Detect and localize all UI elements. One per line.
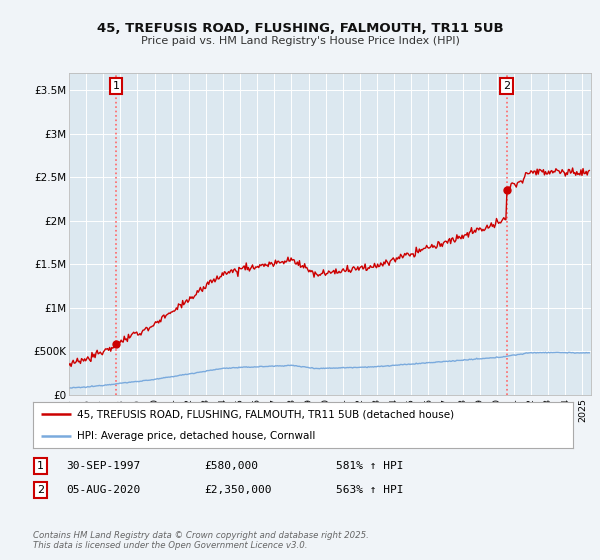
Text: HPI: Average price, detached house, Cornwall: HPI: Average price, detached house, Corn…	[77, 431, 316, 441]
Text: 45, TREFUSIS ROAD, FLUSHING, FALMOUTH, TR11 5UB (detached house): 45, TREFUSIS ROAD, FLUSHING, FALMOUTH, T…	[77, 409, 454, 419]
Text: 2: 2	[37, 485, 44, 495]
Text: 05-AUG-2020: 05-AUG-2020	[66, 485, 140, 495]
Text: Price paid vs. HM Land Registry's House Price Index (HPI): Price paid vs. HM Land Registry's House …	[140, 36, 460, 46]
Text: 30-SEP-1997: 30-SEP-1997	[66, 461, 140, 471]
Text: £580,000: £580,000	[204, 461, 258, 471]
Text: 2: 2	[503, 81, 511, 91]
Text: 1: 1	[37, 461, 44, 471]
Text: 581% ↑ HPI: 581% ↑ HPI	[336, 461, 404, 471]
Text: Contains HM Land Registry data © Crown copyright and database right 2025.
This d: Contains HM Land Registry data © Crown c…	[33, 530, 369, 550]
Text: 563% ↑ HPI: 563% ↑ HPI	[336, 485, 404, 495]
Text: 1: 1	[113, 81, 119, 91]
Text: 45, TREFUSIS ROAD, FLUSHING, FALMOUTH, TR11 5UB: 45, TREFUSIS ROAD, FLUSHING, FALMOUTH, T…	[97, 22, 503, 35]
Text: £2,350,000: £2,350,000	[204, 485, 271, 495]
